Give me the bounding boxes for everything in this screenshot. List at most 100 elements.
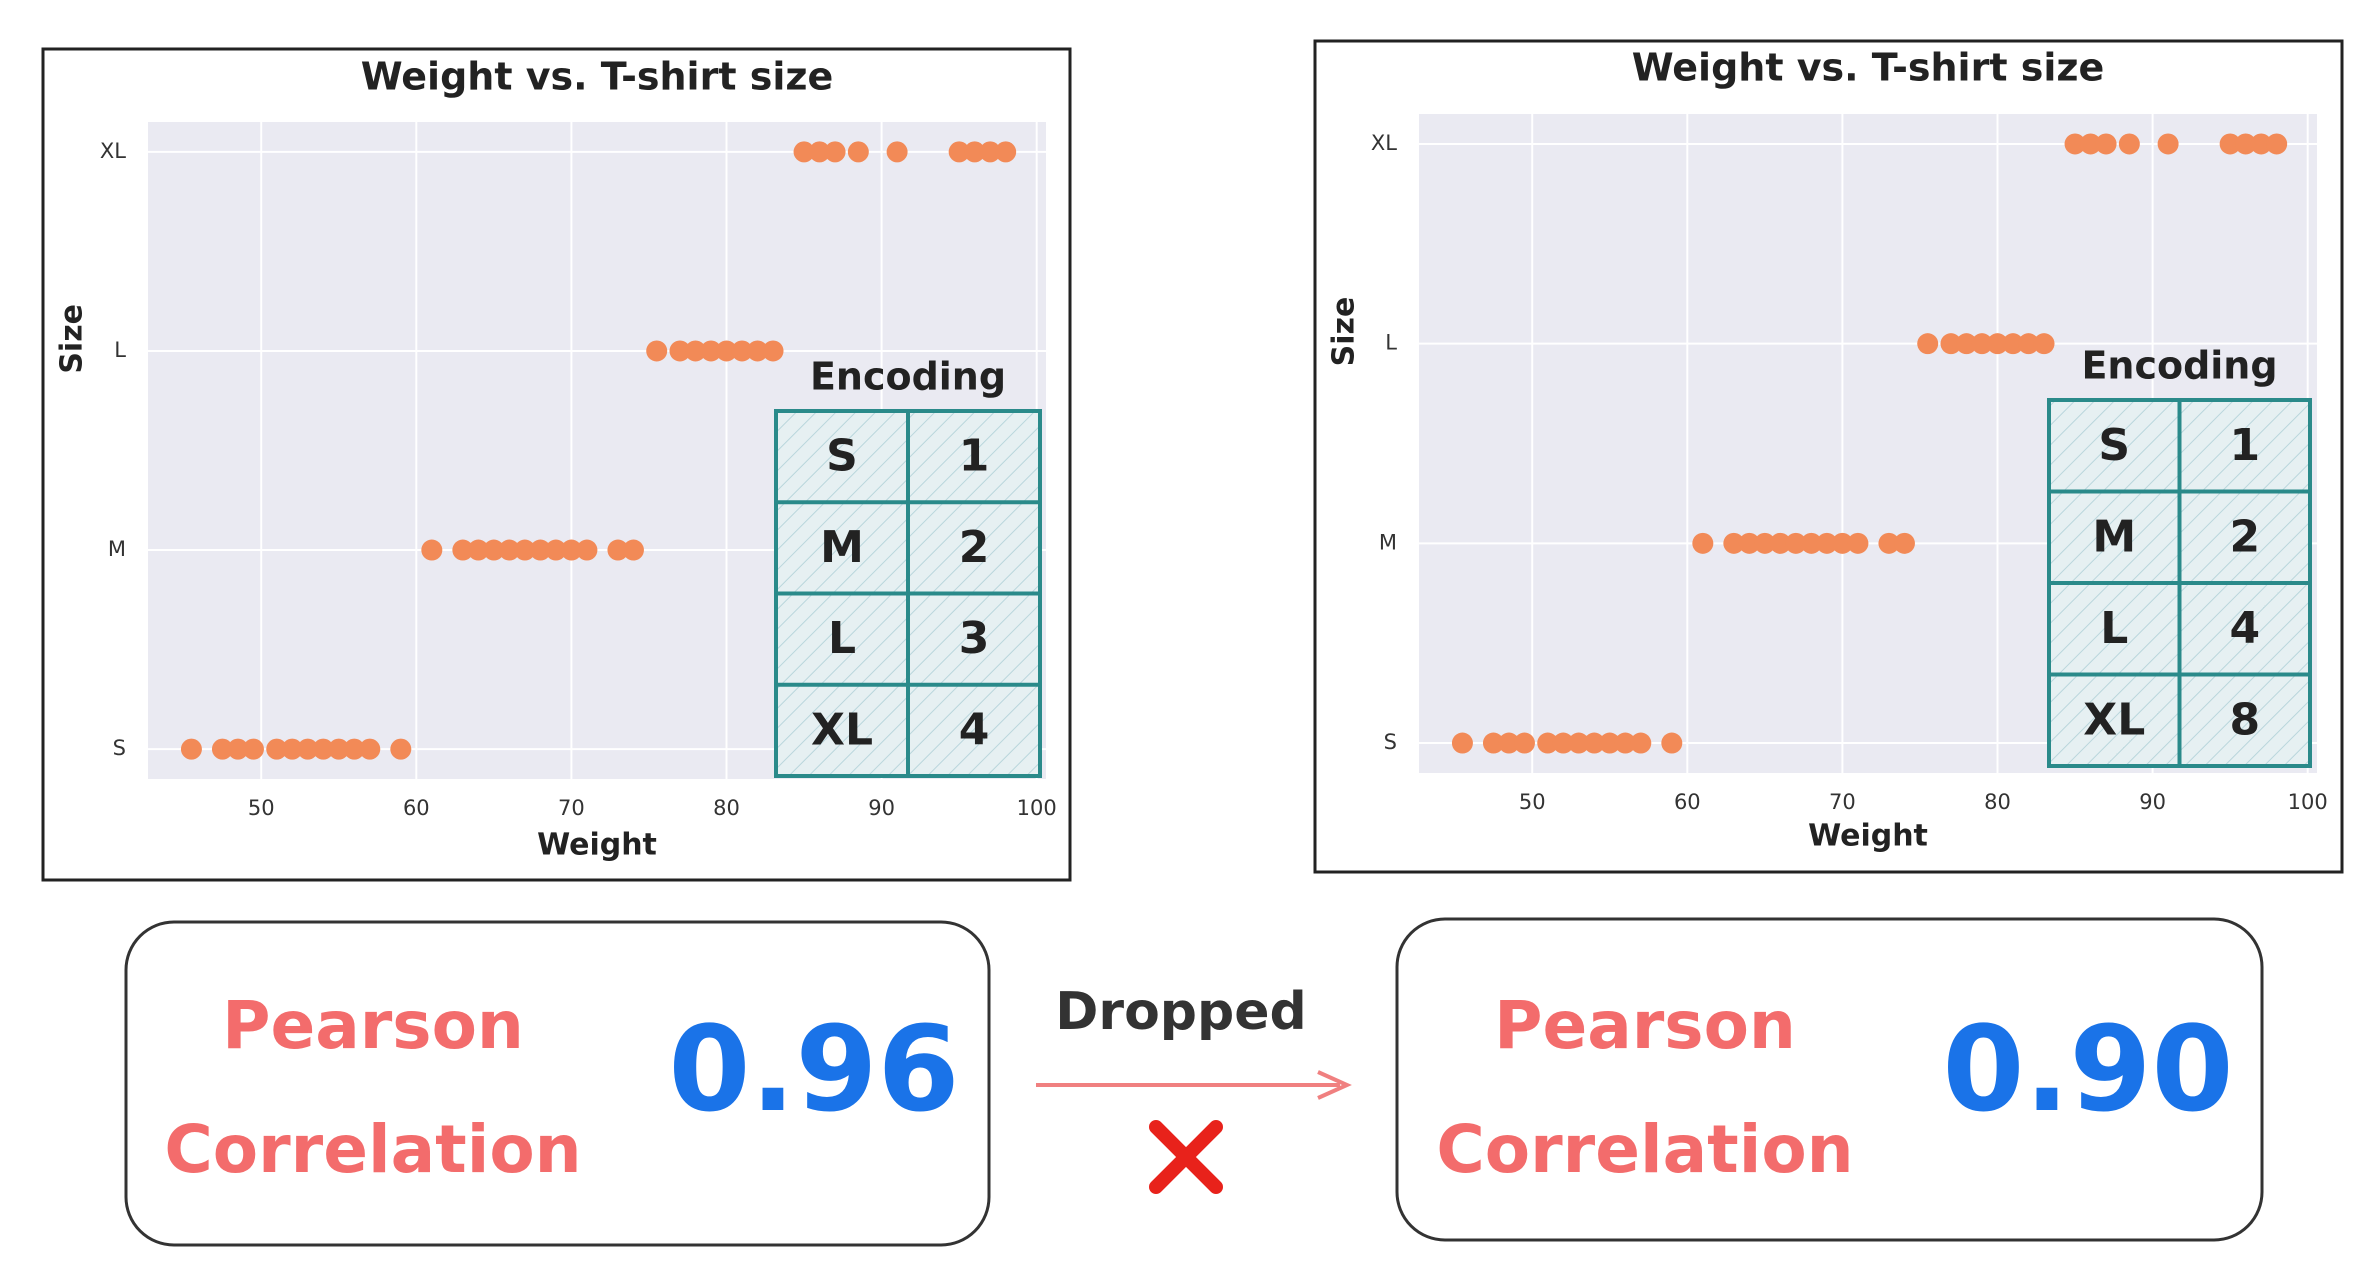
table-cell: L <box>2100 603 2128 654</box>
point <box>2064 133 2086 155</box>
x-tick-label: 60 <box>1674 790 1701 814</box>
point <box>762 340 784 362</box>
point <box>1537 732 1559 754</box>
x-tick-label: 90 <box>2139 790 2166 814</box>
point <box>1692 532 1714 554</box>
point <box>1769 532 1791 554</box>
point <box>227 738 249 760</box>
table-cell: XL <box>2083 694 2145 745</box>
point <box>1583 732 1605 754</box>
y-tick-label: M <box>1379 530 1397 554</box>
point <box>979 141 1001 163</box>
point <box>847 141 869 163</box>
point <box>452 539 474 561</box>
point <box>211 738 233 760</box>
point <box>180 738 202 760</box>
correlation-value: 0.90 <box>1942 1000 2233 1138</box>
point <box>297 738 319 760</box>
point <box>2033 333 2055 355</box>
point <box>421 539 443 561</box>
arrow-head <box>1317 1070 1352 1100</box>
point <box>1955 333 1977 355</box>
correlation-label: Pearson <box>222 987 524 1064</box>
y-tick-label: S <box>1384 730 1397 754</box>
point <box>1987 333 2009 355</box>
table-cell: 2 <box>959 522 990 573</box>
point <box>514 539 536 561</box>
correlation-box <box>124 920 991 1247</box>
point <box>467 539 489 561</box>
encoding-title: Encoding <box>2081 344 2277 388</box>
x-tick-label: 80 <box>1984 790 2011 814</box>
point <box>1816 532 1838 554</box>
point <box>824 141 846 163</box>
table-cell: 8 <box>2229 694 2260 745</box>
point <box>2157 133 2179 155</box>
table-cell: 3 <box>959 613 990 664</box>
point <box>1552 732 1574 754</box>
point <box>716 340 738 362</box>
point <box>1831 532 1853 554</box>
point <box>2219 133 2241 155</box>
table-cell: 4 <box>959 704 990 755</box>
point <box>390 738 412 760</box>
table-cell: 1 <box>2229 420 2260 471</box>
x-axis-label: Weight <box>1808 819 1928 854</box>
point <box>886 141 908 163</box>
table-cell: L <box>828 613 856 664</box>
x-tick-label: 60 <box>403 796 430 820</box>
y-axis-label: Size <box>1327 297 1362 367</box>
point <box>964 141 986 163</box>
transition-label: Dropped <box>1055 982 1306 1042</box>
chart-title: Weight vs. T-shirt size <box>1632 46 2105 90</box>
x-tick-label: 90 <box>868 796 895 820</box>
y-tick-label: L <box>1385 331 1397 355</box>
table-cell: XL <box>811 704 873 755</box>
point <box>1738 532 1760 554</box>
y-tick-label: S <box>113 736 126 760</box>
point <box>242 738 264 760</box>
point <box>1513 732 1535 754</box>
point <box>2250 133 2272 155</box>
point <box>1661 732 1683 754</box>
point <box>1893 532 1915 554</box>
correlation-label: Pearson <box>1494 987 1796 1064</box>
point <box>2002 333 2024 355</box>
point <box>328 738 350 760</box>
point <box>1878 532 1900 554</box>
point <box>312 738 334 760</box>
point <box>747 340 769 362</box>
point <box>1630 732 1652 754</box>
point <box>266 738 288 760</box>
encoding-title: Encoding <box>810 355 1006 399</box>
y-axis-label: Size <box>55 304 90 374</box>
point <box>2095 133 2117 155</box>
point <box>483 539 505 561</box>
point <box>343 738 365 760</box>
point <box>1498 732 1520 754</box>
point <box>700 340 722 362</box>
point <box>1599 732 1621 754</box>
correlation-box <box>1395 917 2264 1242</box>
point <box>2235 133 2257 155</box>
table-cell: S <box>826 431 858 482</box>
point <box>948 141 970 163</box>
point <box>646 340 668 362</box>
point <box>1723 532 1745 554</box>
x-tick-label: 100 <box>1017 796 1057 820</box>
point <box>529 539 551 561</box>
point <box>2018 333 2040 355</box>
point <box>1482 732 1504 754</box>
point <box>669 340 691 362</box>
x-tick-label: 100 <box>2288 790 2328 814</box>
point <box>1451 732 1473 754</box>
x-tick-label: 50 <box>1519 790 1546 814</box>
cross-icon <box>1149 1120 1223 1194</box>
point <box>607 539 629 561</box>
y-tick-label: XL <box>1371 131 1397 155</box>
point <box>2118 133 2140 155</box>
point <box>359 738 381 760</box>
point <box>1847 532 1869 554</box>
point <box>793 141 815 163</box>
point <box>809 141 831 163</box>
